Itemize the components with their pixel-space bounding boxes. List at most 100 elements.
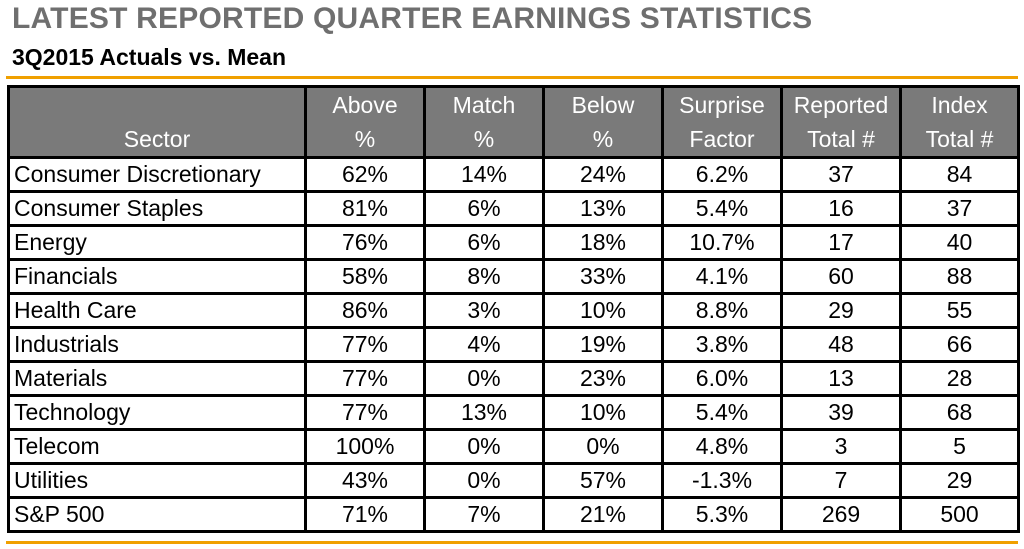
cell-sector: S&P 500 xyxy=(7,496,307,533)
cell-below-pct: 0% xyxy=(542,428,664,465)
table-row: Consumer Staples 81% 6% 13% 5.4% 16 37 xyxy=(7,190,1020,227)
cell-above-pct: 71% xyxy=(304,496,426,533)
table-row: Industrials 77% 4% 19% 3.8% 48 66 xyxy=(7,326,1020,363)
col-header-sector-line2: Sector xyxy=(123,126,191,152)
cell-index-total: 55 xyxy=(899,292,1020,329)
cell-below-pct: 57% xyxy=(542,462,664,499)
cell-index-total: 68 xyxy=(899,394,1020,431)
cell-surprise-factor: 10.7% xyxy=(661,224,783,261)
cell-match-pct: 8% xyxy=(423,258,545,295)
cell-below-pct: 10% xyxy=(542,292,664,329)
col-header-index-line2: Total # xyxy=(925,126,994,152)
cell-reported-total: 29 xyxy=(780,292,902,329)
cell-above-pct: 43% xyxy=(304,462,426,499)
cell-match-pct: 3% xyxy=(423,292,545,329)
cell-below-pct: 21% xyxy=(542,496,664,533)
table-row: Telecom 100% 0% 0% 4.8% 3 5 xyxy=(7,428,1020,465)
col-header-surprise-line2: Factor xyxy=(689,126,755,152)
page-title: LATEST REPORTED QUARTER EARNINGS STATIST… xyxy=(12,2,813,35)
col-header-reported-line1: Reported xyxy=(793,92,889,118)
table-row: S&P 500 71% 7% 21% 5.3% 269 500 xyxy=(7,496,1020,533)
cell-index-total: 28 xyxy=(899,360,1020,397)
col-header-below: Below % xyxy=(542,85,664,159)
table-row: Financials 58% 8% 33% 4.1% 60 88 xyxy=(7,258,1020,295)
cell-match-pct: 4% xyxy=(423,326,545,363)
cell-match-pct: 6% xyxy=(423,224,545,261)
cell-below-pct: 10% xyxy=(542,394,664,431)
cell-match-pct: 0% xyxy=(423,428,545,465)
col-header-surprise-line1: Surprise xyxy=(679,92,765,118)
table-row: Utilities 43% 0% 57% -1.3% 7 29 xyxy=(7,462,1020,499)
table-row: Health Care 86% 3% 10% 8.8% 29 55 xyxy=(7,292,1020,329)
cell-index-total: 66 xyxy=(899,326,1020,363)
col-header-index: Index Total # xyxy=(899,85,1020,159)
cell-above-pct: 77% xyxy=(304,326,426,363)
cell-below-pct: 13% xyxy=(542,190,664,227)
cell-reported-total: 37 xyxy=(780,156,902,193)
cell-reported-total: 48 xyxy=(780,326,902,363)
col-header-match-line1: Match xyxy=(452,92,516,118)
cell-surprise-factor: 5.3% xyxy=(661,496,783,533)
col-header-match-line2: % xyxy=(473,126,495,152)
cell-index-total: 40 xyxy=(899,224,1020,261)
col-header-below-line1: Below xyxy=(571,92,635,118)
table-row: Materials 77% 0% 23% 6.0% 13 28 xyxy=(7,360,1020,397)
cell-sector: Industrials xyxy=(7,326,307,363)
cell-below-pct: 23% xyxy=(542,360,664,397)
cell-match-pct: 7% xyxy=(423,496,545,533)
col-header-sector: Sector xyxy=(7,85,307,159)
cell-match-pct: 13% xyxy=(423,394,545,431)
cell-index-total: 37 xyxy=(899,190,1020,227)
col-header-surprise: Surprise Factor xyxy=(661,85,783,159)
col-header-below-line2: % xyxy=(592,126,614,152)
table-row: Consumer Discretionary 62% 14% 24% 6.2% 37 84 xyxy=(7,156,1020,193)
earnings-table: Sector Above % Match % Below % Surprise … xyxy=(7,85,1020,533)
cell-reported-total: 269 xyxy=(780,496,902,533)
bottom-divider xyxy=(6,541,1018,544)
page-subtitle: 3Q2015 Actuals vs. Mean xyxy=(12,44,287,70)
top-divider xyxy=(6,76,1018,79)
cell-surprise-factor: 6.2% xyxy=(661,156,783,193)
cell-sector: Financials xyxy=(7,258,307,295)
table-row: Technology 77% 13% 10% 5.4% 39 68 xyxy=(7,394,1020,431)
cell-above-pct: 58% xyxy=(304,258,426,295)
cell-match-pct: 0% xyxy=(423,462,545,499)
cell-surprise-factor: 4.1% xyxy=(661,258,783,295)
cell-sector: Consumer Staples xyxy=(7,190,307,227)
cell-index-total: 500 xyxy=(899,496,1020,533)
cell-surprise-factor: -1.3% xyxy=(661,462,783,499)
cell-reported-total: 17 xyxy=(780,224,902,261)
cell-sector: Technology xyxy=(7,394,307,431)
cell-match-pct: 0% xyxy=(423,360,545,397)
cell-above-pct: 77% xyxy=(304,360,426,397)
cell-match-pct: 6% xyxy=(423,190,545,227)
cell-reported-total: 60 xyxy=(780,258,902,295)
cell-surprise-factor: 6.0% xyxy=(661,360,783,397)
cell-sector: Utilities xyxy=(7,462,307,499)
cell-match-pct: 14% xyxy=(423,156,545,193)
table-body: Consumer Discretionary 62% 14% 24% 6.2% 37 84 C… xyxy=(7,156,1020,533)
cell-surprise-factor: 5.4% xyxy=(661,190,783,227)
col-header-above-line1: Above xyxy=(332,92,398,118)
col-header-above: Above % xyxy=(304,85,426,159)
col-header-match: Match % xyxy=(423,85,545,159)
cell-reported-total: 7 xyxy=(780,462,902,499)
cell-below-pct: 24% xyxy=(542,156,664,193)
cell-reported-total: 13 xyxy=(780,360,902,397)
cell-above-pct: 100% xyxy=(304,428,426,465)
col-header-above-line2: % xyxy=(354,126,376,152)
cell-index-total: 88 xyxy=(899,258,1020,295)
cell-surprise-factor: 8.8% xyxy=(661,292,783,329)
cell-sector: Health Care xyxy=(7,292,307,329)
cell-below-pct: 18% xyxy=(542,224,664,261)
cell-index-total: 5 xyxy=(899,428,1020,465)
cell-above-pct: 81% xyxy=(304,190,426,227)
cell-below-pct: 19% xyxy=(542,326,664,363)
cell-sector: Energy xyxy=(7,224,307,261)
cell-index-total: 29 xyxy=(899,462,1020,499)
cell-sector: Materials xyxy=(7,360,307,397)
cell-reported-total: 39 xyxy=(780,394,902,431)
col-header-reported-line2: Total # xyxy=(807,126,875,152)
col-header-index-line1: Index xyxy=(931,92,988,118)
cell-above-pct: 86% xyxy=(304,292,426,329)
